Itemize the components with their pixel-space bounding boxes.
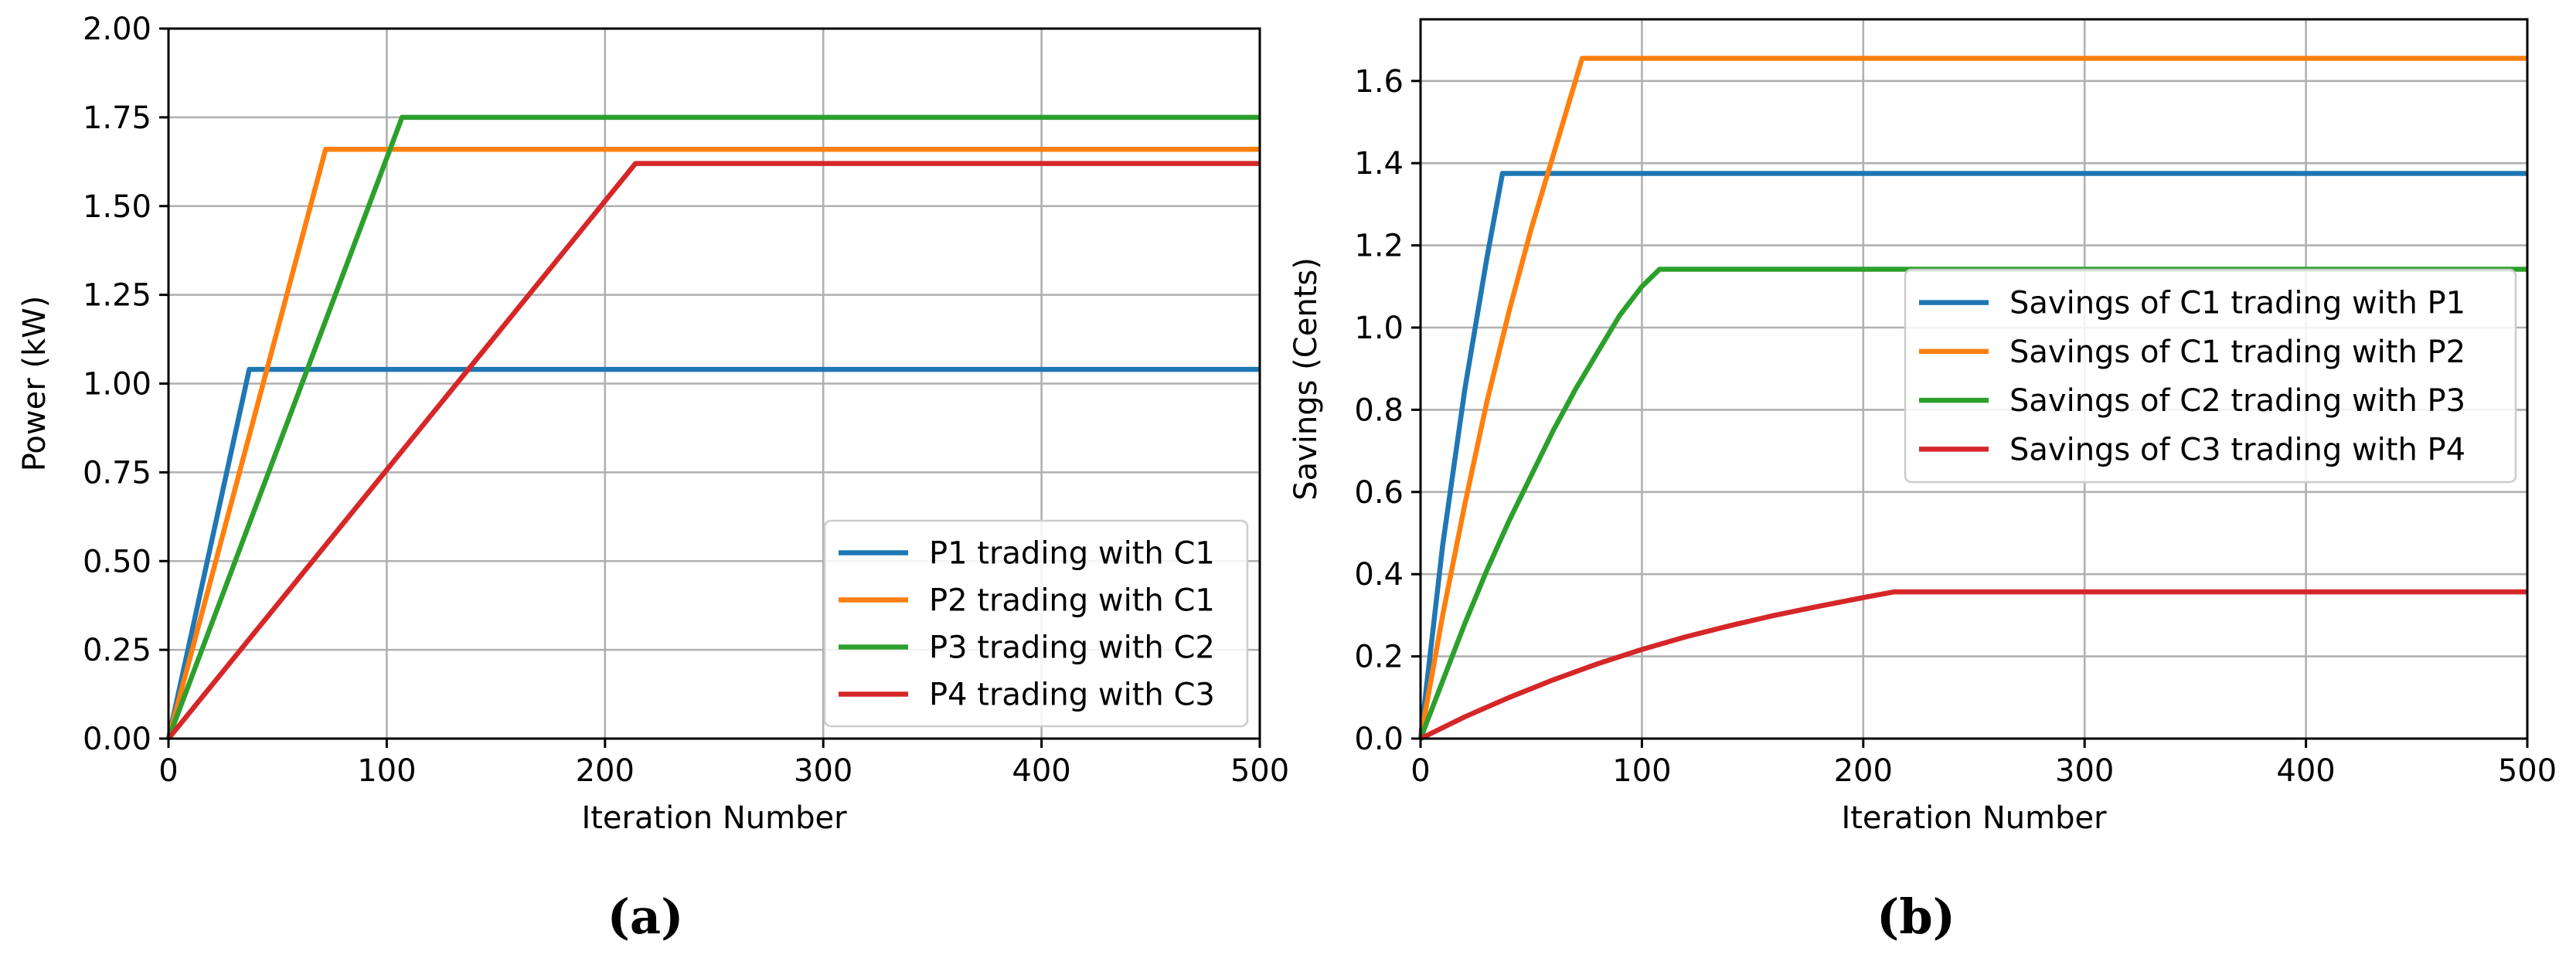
legend-box: [823, 519, 1249, 728]
x-tick-label: 300: [2055, 753, 2114, 789]
x-tick-label: 100: [1612, 753, 1671, 789]
legend: Savings of C1 trading with P1 Savings of …: [1904, 268, 2517, 484]
x-tick-label: 200: [576, 753, 635, 789]
y-tick-label: 2.00: [83, 12, 151, 47]
y-tick-label: 1.50: [83, 189, 151, 225]
y-tick-label: 1.75: [83, 100, 151, 136]
x-tick-label: 400: [1012, 753, 1070, 789]
series-line-3: [1417, 267, 2527, 740]
series-line-4: [166, 161, 1260, 741]
legend-label-3: Savings of C2 trading with P3: [2009, 383, 2465, 419]
y-tick-label: 0.2: [1354, 640, 1404, 675]
series-line-2: [1417, 56, 2527, 739]
legend-label-4: P4 trading with C3: [929, 678, 1215, 713]
series-line-1: [165, 366, 1260, 739]
legend-label-2: Savings of C1 trading with P2: [2009, 335, 2465, 370]
legend-label-4: Savings of C3 trading with P4: [2009, 432, 2465, 467]
x-axis-label: Iteration Number: [1841, 800, 2107, 836]
series-line-2: [165, 146, 1260, 739]
y-tick-label: 0.00: [83, 722, 151, 757]
y-tick-label: 1.6: [1354, 64, 1404, 100]
x-tick-label: 200: [1834, 753, 1893, 789]
y-tick-label: 0.4: [1354, 557, 1404, 593]
y-tick-label: 1.4: [1354, 146, 1404, 182]
panel-label: (a): [607, 888, 684, 945]
y-tick-label: 1.00: [83, 367, 151, 403]
y-tick-label: 1.25: [83, 278, 151, 314]
x-axis-label: Iteration Number: [581, 800, 847, 836]
axes-frame: [1419, 18, 2529, 740]
y-tick-label: 0.25: [83, 633, 151, 668]
y-tick-label: 0.0: [1354, 722, 1404, 757]
y-tick-label: 0.50: [83, 544, 151, 579]
series-line-1: [1417, 171, 2527, 739]
y-axis-label: Power (kW): [17, 296, 53, 472]
legend-label-3: P3 trading with C2: [929, 630, 1215, 666]
y-tick-label: 1.2: [1354, 229, 1404, 264]
series-line-3: [165, 114, 1260, 740]
x-tick-label: 100: [357, 753, 416, 789]
x-tick-label: 0: [1411, 753, 1430, 789]
x-tick-label: 500: [1230, 753, 1289, 789]
panel-label: (b): [1877, 888, 1955, 945]
chart-a-power: 0 100 200 300 400 500 0.00 0.25 0.50 0.75 1.00 1.25…: [17, 12, 1289, 945]
series-line-4: [1419, 589, 2527, 741]
chart-b-savings: 0 100 200 300 400 500 0.0 0.2 0.4 0.6 0.8 1.0 1.2 1.4…: [1288, 18, 2557, 945]
legend-label-1: Savings of C1 trading with P1: [2009, 286, 2465, 321]
y-tick-label: 0.75: [83, 455, 151, 491]
x-tick-label: 500: [2498, 753, 2557, 789]
y-tick-label: 0.6: [1354, 475, 1404, 511]
legend-label-2: P2 trading with C1: [929, 583, 1215, 619]
legend: P1 trading with C1 P2 trading with C1 P3 t…: [823, 519, 1249, 728]
y-tick-label: 1.0: [1354, 311, 1404, 346]
y-axis-label: Savings (Cents): [1288, 257, 1324, 501]
x-tick-label: 400: [2276, 753, 2335, 789]
legend-label-1: P1 trading with C1: [929, 536, 1215, 572]
x-tick-label: 300: [794, 753, 852, 789]
y-tick-label: 0.8: [1354, 392, 1404, 428]
x-tick-label: 0: [158, 753, 178, 789]
legend-box: [1904, 268, 2517, 484]
